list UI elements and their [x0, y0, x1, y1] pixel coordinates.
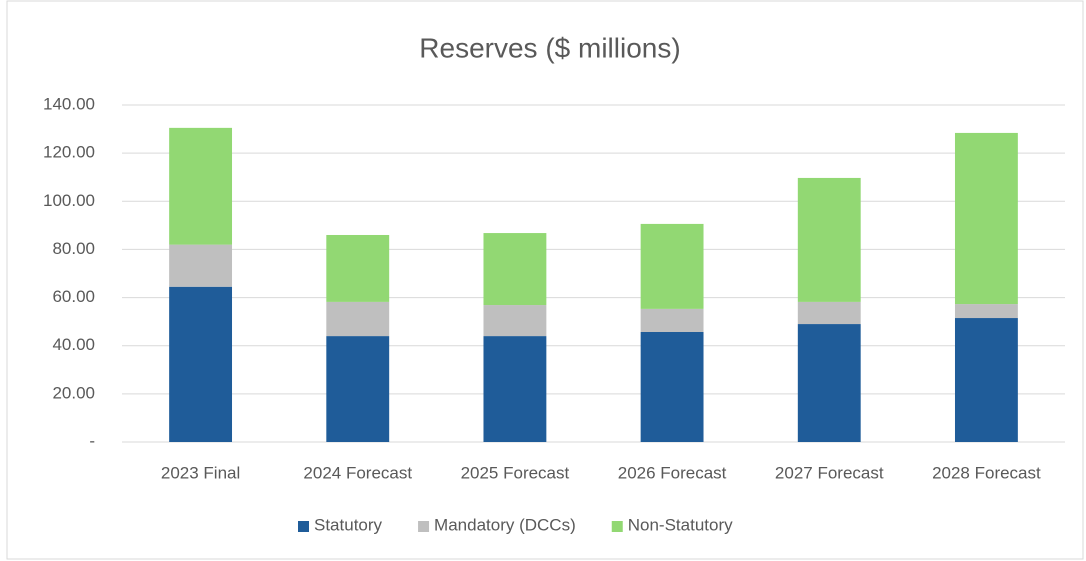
- bar-segment: [954, 304, 1018, 319]
- legend-label: Mandatory (DCCs): [434, 515, 576, 534]
- bar-segment: [169, 286, 233, 442]
- legend-swatch: [418, 521, 430, 532]
- x-tick-label: 2023 Final: [161, 463, 240, 482]
- bar-segment: [483, 233, 547, 306]
- bar-segment: [797, 301, 861, 325]
- legend-label: Statutory: [314, 515, 383, 534]
- y-tick-label: 20.00: [52, 383, 95, 402]
- bar-segment: [169, 244, 233, 287]
- legend-swatch: [298, 521, 309, 532]
- bar-segment: [169, 127, 233, 245]
- legend-swatch: [611, 521, 623, 532]
- bar-segment: [954, 132, 1018, 305]
- bar-segment: [326, 336, 390, 442]
- y-tick-label: 80.00: [52, 239, 95, 258]
- x-tick-label: 2024 Forecast: [303, 463, 412, 482]
- bar-segment: [797, 324, 861, 442]
- bar-segment: [483, 305, 547, 337]
- bar-segment: [640, 308, 704, 332]
- bar-segment: [326, 301, 390, 337]
- x-tick-label: 2028 Forecast: [932, 463, 1041, 482]
- bar-segment: [797, 177, 861, 302]
- x-tick-label: 2026 Forecast: [618, 463, 727, 482]
- bar-segment: [326, 234, 390, 302]
- bar-segment: [640, 331, 704, 442]
- legend-label: Non-Statutory: [628, 515, 733, 534]
- chart-title: Reserves ($ millions): [419, 32, 680, 63]
- y-tick-label: 140.00: [43, 94, 95, 113]
- y-tick-label: 40.00: [52, 335, 95, 354]
- bar-segment: [483, 336, 547, 442]
- x-tick-label: 2027 Forecast: [775, 463, 884, 482]
- y-tick-label: 100.00: [43, 191, 95, 210]
- bar-segment: [640, 223, 704, 309]
- x-tick-label: 2025 Forecast: [461, 463, 570, 482]
- y-tick-label: -: [89, 431, 95, 450]
- bar-segment: [954, 318, 1018, 442]
- y-tick-label: 120.00: [43, 143, 95, 162]
- y-tick-label: 60.00: [52, 287, 95, 306]
